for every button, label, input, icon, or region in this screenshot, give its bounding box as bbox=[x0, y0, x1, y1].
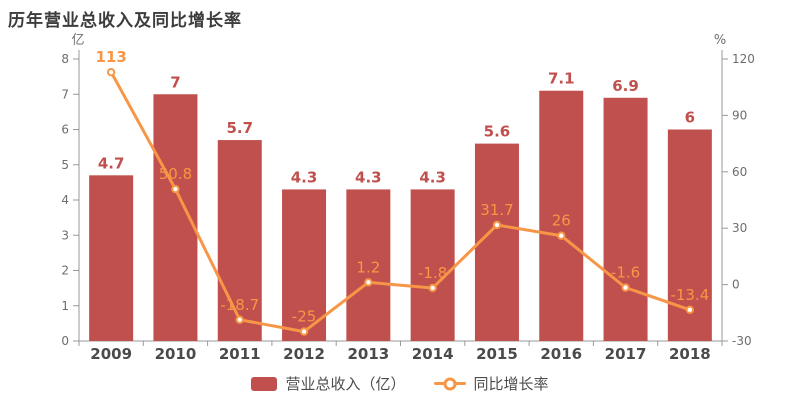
category-label-2010: 2010 bbox=[155, 345, 197, 363]
category-label-2013: 2013 bbox=[347, 345, 389, 363]
line-value-label-2010: 50.8 bbox=[159, 165, 192, 183]
growth-point-2010[interactable] bbox=[171, 184, 180, 194]
left-axis-tick-label: 1 bbox=[61, 299, 69, 313]
line-value-label-2018: -13.4 bbox=[670, 286, 709, 304]
line-value-label-2016: 26 bbox=[552, 212, 571, 230]
growth-point-2011[interactable] bbox=[235, 315, 244, 324]
bar-2012[interactable] bbox=[282, 189, 327, 341]
bar-value-label-2013: 4.3 bbox=[355, 168, 382, 186]
line-value-label-2009: 113 bbox=[95, 48, 126, 66]
bar-value-label-2014: 4.3 bbox=[419, 168, 446, 186]
right-axis-tick-label: 0 bbox=[732, 278, 740, 292]
bar-2016[interactable] bbox=[539, 90, 584, 341]
line-value-label-2011: -18.7 bbox=[220, 296, 259, 314]
bar-2015[interactable] bbox=[474, 143, 519, 341]
bar-value-label-2016: 7.1 bbox=[548, 70, 575, 88]
line-value-label-2017: -1.6 bbox=[611, 264, 640, 282]
legend-label-growth: 同比增长率 bbox=[473, 375, 549, 393]
line-value-label-2015: 31.7 bbox=[480, 201, 513, 219]
left-axis-tick-label: 4 bbox=[61, 193, 69, 207]
category-label-2017: 2017 bbox=[605, 345, 647, 363]
left-axis-tick-label: 7 bbox=[61, 87, 69, 101]
chart-title: 历年营业总收入及同比增长率 bbox=[8, 11, 242, 31]
left-axis-tick-label: 5 bbox=[61, 158, 69, 172]
line-value-label-2013: 1.2 bbox=[356, 258, 380, 276]
growth-point-2012[interactable] bbox=[299, 327, 309, 336]
category-label-2015: 2015 bbox=[476, 345, 518, 363]
growth-point-2015[interactable] bbox=[492, 220, 502, 230]
bar-value-label-2010: 7 bbox=[170, 73, 180, 91]
category-label-2011: 2011 bbox=[219, 345, 261, 363]
legend-item-growth[interactable]: 同比增长率 bbox=[433, 373, 549, 394]
growth-point-2014[interactable] bbox=[428, 283, 437, 293]
left-axis-tick-label: 8 bbox=[61, 52, 69, 66]
line-value-label-2014: -1.8 bbox=[418, 264, 447, 282]
growth-point-2013[interactable] bbox=[364, 278, 373, 287]
growth-point-2009[interactable] bbox=[106, 67, 116, 77]
growth-point-2017[interactable] bbox=[621, 283, 630, 292]
category-label-2014: 2014 bbox=[412, 345, 454, 363]
line-value-label-2012: -25 bbox=[292, 308, 317, 326]
line-series-marker-icon bbox=[433, 376, 466, 391]
bar-2014[interactable] bbox=[410, 189, 455, 341]
bar-2011[interactable] bbox=[217, 140, 262, 341]
bar-value-label-2015: 5.6 bbox=[484, 123, 511, 141]
right-axis-tick-label: 30 bbox=[732, 221, 747, 235]
bar-value-label-2017: 6.9 bbox=[612, 77, 639, 95]
category-label-2012: 2012 bbox=[283, 345, 325, 363]
bar-2009[interactable] bbox=[89, 175, 134, 341]
bar-series-swatch-icon bbox=[251, 376, 278, 391]
growth-point-2018[interactable] bbox=[685, 305, 695, 314]
growth-line bbox=[109, 70, 692, 334]
bar-2013[interactable] bbox=[346, 189, 391, 341]
legend-item-revenue[interactable]: 营业总收入（亿） bbox=[251, 373, 406, 394]
bar-2017[interactable] bbox=[603, 97, 648, 342]
bar-value-label-2011: 5.7 bbox=[226, 119, 253, 137]
left-axis-tick-label: 0 bbox=[61, 334, 69, 348]
right-axis-tick-label: -30 bbox=[732, 334, 752, 348]
right-axis-tick-label: 120 bbox=[732, 52, 755, 66]
left-axis-tick-label: 6 bbox=[61, 123, 69, 137]
left-axis-tick-label: 2 bbox=[61, 264, 69, 278]
category-label-2016: 2016 bbox=[540, 345, 582, 363]
right-axis-unit-label: % bbox=[714, 33, 726, 48]
right-axis-tick-label: 90 bbox=[732, 108, 747, 122]
bar-value-label-2012: 4.3 bbox=[291, 168, 318, 186]
legend: 营业总收入（亿） 同比增长率 bbox=[0, 373, 800, 394]
category-label-2018: 2018 bbox=[669, 345, 711, 363]
growth-point-2016[interactable] bbox=[557, 231, 566, 240]
bar-value-label-2018: 6 bbox=[685, 109, 695, 127]
right-axis-tick-label: 60 bbox=[732, 165, 747, 179]
left-axis-unit-label: 亿 bbox=[71, 33, 84, 48]
bar-value-label-2009: 4.7 bbox=[98, 154, 125, 172]
left-axis-tick-label: 3 bbox=[61, 228, 69, 242]
legend-label-revenue: 营业总收入（亿） bbox=[285, 375, 406, 393]
category-label-2009: 2009 bbox=[90, 345, 132, 363]
